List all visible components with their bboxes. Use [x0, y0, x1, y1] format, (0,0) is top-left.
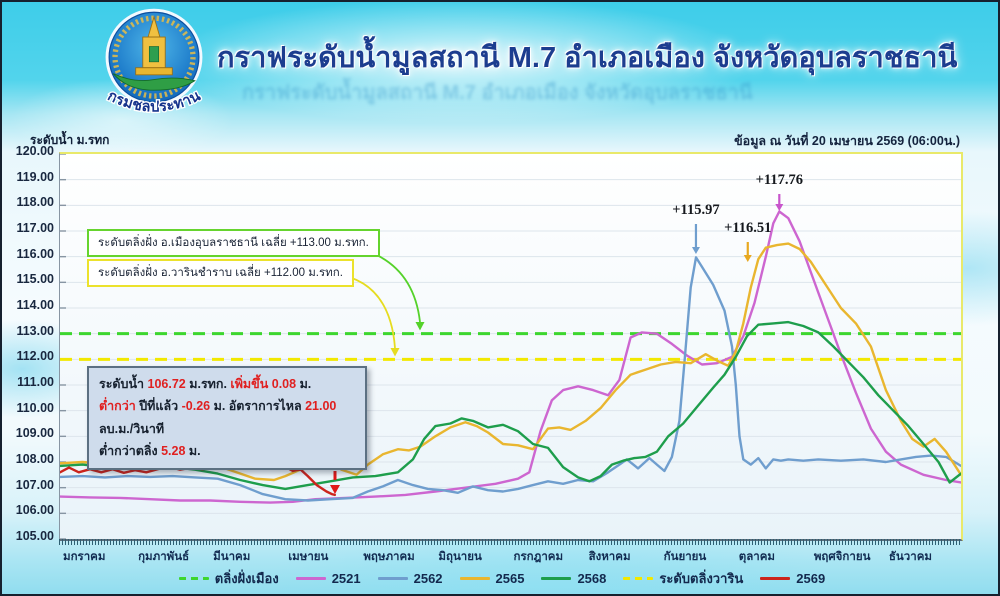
callout-warin-text: ระดับตลิ่งฝั่ง อ.วารินชำราบ เฉลี่ย +112.…	[98, 267, 343, 279]
y-axis-label: 113.00	[16, 323, 54, 338]
legend-swatch	[377, 577, 408, 580]
legend-swatch	[178, 577, 209, 580]
y-axis-label: 110.00	[16, 400, 54, 415]
legend-item-2521: 2521	[295, 571, 361, 586]
y-axis-label: 118.00	[16, 195, 54, 210]
y-axis-label: 114.00	[16, 298, 54, 312]
y-axis-label: 120.00	[15, 144, 54, 158]
legend-item-2569: 2569	[760, 571, 825, 586]
y-axis-label: 106.00	[15, 503, 54, 518]
legend-label: 2569	[796, 571, 826, 586]
title-watermark: กราฟระดับน้ำมูลสถานี M.7 อำเภอเมือง จังห…	[242, 82, 753, 104]
x-axis-label: พฤษภาคม	[363, 551, 415, 563]
legend-label: 2521	[331, 571, 361, 586]
x-axis-label: มิถุนายน	[438, 551, 482, 563]
callout-warin-bank-level: ระดับตลิ่งฝั่ง อ.วารินชำราบ เฉลี่ย +112.…	[87, 259, 354, 287]
status-line: ระดับน้ำ 106.72 ม.รทก. เพิ่มขึ้น 0.08 ม.	[99, 377, 312, 391]
legend-swatch	[623, 577, 654, 580]
chart-legend: ตลิ่งฝั่งเมือง 2521 2562 2565 2568 ระดับตลิ่ง…	[2, 568, 1000, 589]
legend-label: 2562	[413, 571, 443, 586]
peak-label-116.51: +116.51	[724, 220, 771, 236]
callout-mueang-text: ระดับตลิ่งฝั่ง อ.เมืองอุบลราชธานี เฉลี่ย…	[98, 237, 369, 249]
x-axis-tick-strip	[59, 539, 960, 545]
royal-irrigation-department-logo-icon: กรมชลประทาน	[104, 8, 205, 117]
chart-canvas: +115.97 +116.51 +117.76	[60, 154, 961, 539]
legend-swatch	[295, 577, 326, 580]
x-axis-label: กรกฎาคม	[513, 551, 564, 563]
y-axis-label: 109.00	[15, 426, 54, 441]
legend-item-2565: 2565	[459, 571, 525, 586]
legend-item-2562: 2562	[377, 571, 443, 586]
current-status-box: ระดับน้ำ 106.72 ม.รทก. เพิ่มขึ้น 0.08 ม.…	[87, 366, 367, 470]
x-axis-label: พฤศจิกายน	[813, 551, 871, 563]
legend-swatch	[760, 577, 791, 580]
legend-swatch	[459, 577, 490, 580]
logo-figure	[148, 46, 160, 63]
y-axis-label: 107.00	[15, 477, 54, 492]
x-axis-label: มีนาคม	[213, 551, 251, 563]
y-axis-label: 105.00	[15, 529, 54, 543]
y-axis-label: 119.00	[16, 169, 54, 184]
page-title: กราฟระดับน้ำมูลสถานี M.7 อำเภอเมือง จังห…	[217, 42, 958, 74]
y-axis-label: 117.00	[16, 221, 54, 235]
peak-label-117.76: +117.76	[756, 172, 803, 188]
peak-label-115.97: +115.97	[672, 202, 719, 218]
callout-mueang-bank-level: ระดับตลิ่งฝั่ง อ.เมืองอุบลราชธานี เฉลี่ย…	[87, 229, 380, 257]
legend-label: ระดับตลิ่งวาริน	[659, 571, 744, 586]
legend-label: 2565	[495, 571, 525, 586]
status-line: ต่ำกว่าตลิ่ง 5.28 ม.	[99, 443, 201, 458]
x-axis-label: กันยายน	[663, 551, 707, 563]
series-2521	[60, 210, 961, 504]
logo-gold-ornament	[112, 15, 196, 99]
y-axis-label: 112.00	[16, 349, 54, 364]
plot-area: +115.97 +116.51 +117.76	[59, 152, 963, 541]
legend-item-ระดับตลิ่งวาริน: ระดับตลิ่งวาริน	[623, 568, 743, 589]
x-axis-label: มกราคม	[63, 551, 106, 563]
y-axis-label: 115.00	[16, 272, 54, 287]
x-axis-label: ธันวาคม	[888, 551, 932, 563]
legend-swatch	[541, 577, 572, 580]
legend-label: 2568	[577, 571, 607, 586]
y-axis-label: 116.00	[16, 246, 54, 261]
y-axis-label: 111.00	[17, 375, 54, 389]
legend-item-2568: 2568	[541, 571, 606, 586]
y-axis-title: ระดับน้ำ ม.รทก	[30, 133, 110, 147]
x-axis-label: เมษายน	[288, 551, 329, 563]
legend-label: ตลิ่งฝั่งเมือง	[214, 571, 279, 586]
x-axis-label: กุมภาพันธ์	[138, 551, 190, 563]
logo-naga	[112, 73, 196, 91]
status-line: ต่ำกว่า ปีที่แล้ว -0.26 ม. อัตราการไหล 2…	[99, 399, 337, 436]
x-axis-label: สิงหาคม	[588, 551, 631, 563]
legend-item-ตลิ่งฝั่งเมือง: ตลิ่งฝั่งเมือง	[178, 568, 279, 589]
x-axis-label: ตุลาคม	[738, 551, 775, 563]
series-2568	[60, 320, 961, 491]
series-2565	[60, 242, 961, 482]
data-as-of-label: ข้อมูล ณ วันที่ 20 เมษายน 2569 (06:00น.)	[734, 134, 960, 148]
y-axis-label: 108.00	[15, 452, 54, 466]
